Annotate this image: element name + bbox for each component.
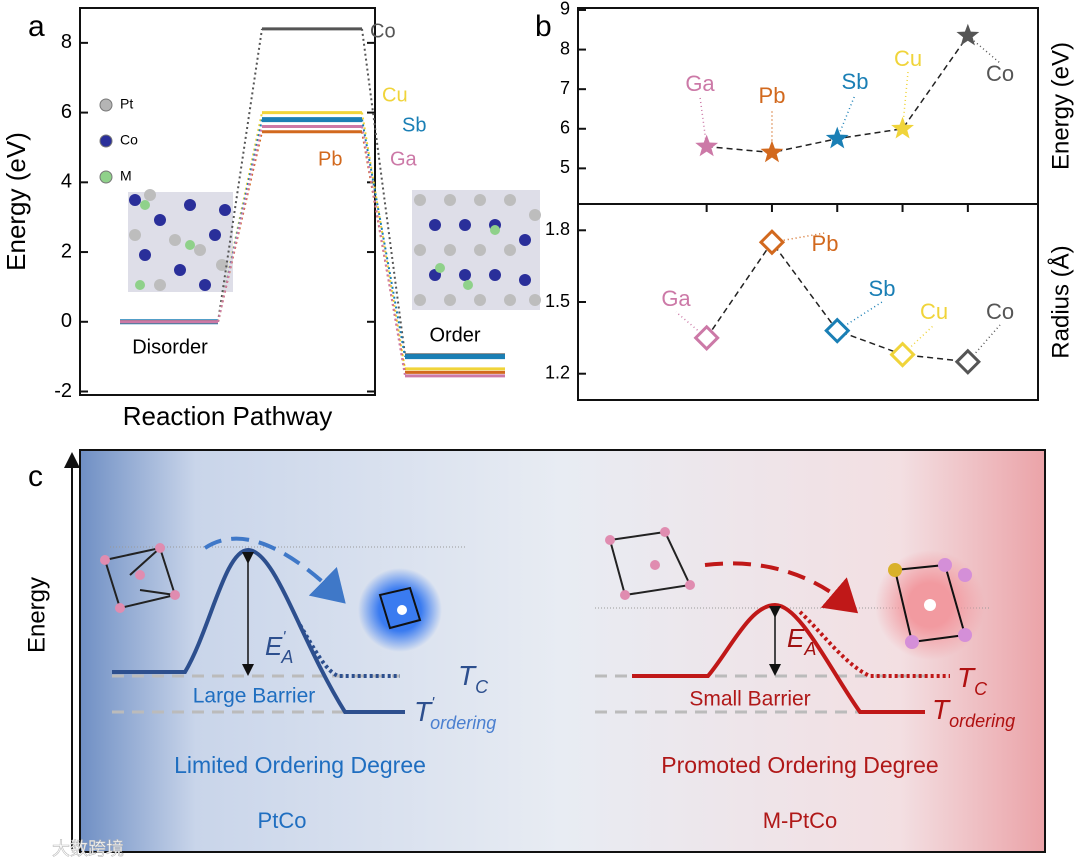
star-marker	[891, 116, 914, 139]
x-axis-title: Reaction Pathway	[123, 401, 333, 431]
legend-label: M	[120, 168, 132, 184]
panel-label: a	[28, 10, 45, 43]
star-marker	[956, 23, 980, 46]
series-label: Pb	[318, 148, 342, 170]
temperature-label: Tordering	[932, 694, 1015, 730]
material-label: PtCo	[258, 808, 307, 833]
pathway-connector	[217, 28, 263, 322]
legend-marker	[99, 170, 113, 184]
stage-label: Order	[429, 324, 480, 346]
panel-label: b	[535, 10, 552, 43]
legend-marker	[99, 134, 113, 148]
series-label: Cu	[382, 84, 408, 106]
y-axis-title: Radius (Å)	[1046, 245, 1074, 358]
y-tick-label: 1.5	[545, 291, 570, 311]
diamond-marker	[758, 229, 786, 256]
point-label: Pb	[759, 83, 786, 108]
left-scheme	[100, 536, 465, 714]
y-tick-label: -2	[54, 380, 72, 402]
pathway-connector	[361, 126, 406, 376]
material-label: M-PtCo	[763, 808, 838, 833]
series-label: Sb	[402, 114, 426, 136]
barrier-text: Small Barrier	[689, 688, 810, 711]
y-tick-label: 7	[560, 78, 570, 98]
series-label: Ga	[390, 148, 418, 170]
point-label: Co	[986, 299, 1014, 324]
point-label: Cu	[920, 299, 948, 324]
y-tick-label: 9	[560, 0, 570, 19]
pathway-connector	[217, 126, 263, 323]
point-label: Pb	[812, 231, 839, 256]
legend-marker	[99, 98, 113, 112]
temperature-label: TC	[458, 660, 489, 696]
pathway-connector	[361, 119, 406, 357]
legend-label: Pt	[120, 96, 133, 112]
diamond-marker	[824, 317, 851, 344]
temperature-label: TC	[957, 662, 988, 698]
pathway-connector	[361, 28, 406, 356]
series-label: Co	[370, 20, 396, 42]
panel-c-frame	[79, 449, 1046, 853]
legend-label: Co	[120, 132, 138, 148]
y-axis-title: Energy (eV)	[1047, 42, 1074, 170]
watermark: 大数跨境	[52, 839, 124, 859]
right-scheme	[595, 527, 990, 714]
label-leader	[675, 311, 708, 339]
point-label: Co	[986, 61, 1014, 86]
axis-title: Energy	[23, 577, 50, 653]
diamond-marker	[954, 348, 981, 375]
label-leader	[901, 71, 909, 129]
crystal-order	[412, 190, 541, 310]
barrier-symbol: EA	[787, 623, 816, 659]
star-marker	[695, 134, 719, 157]
y-tick-label: 5	[560, 157, 570, 177]
pathway-connector	[361, 112, 406, 370]
star-marker	[760, 140, 784, 163]
diamond-marker	[693, 324, 720, 351]
barrier-symbol: E' A	[265, 629, 293, 667]
star-marker	[825, 126, 849, 149]
y-tick-label: 1.2	[545, 362, 570, 382]
y-tick-label: 6	[560, 118, 570, 138]
barrier-text: Large Barrier	[193, 685, 316, 708]
y-tick-label: 8	[61, 31, 72, 53]
outcome-text: Limited Ordering Degree	[174, 752, 426, 778]
y-axis-title: Energy (eV)	[1, 132, 31, 271]
point-label: Sb	[842, 69, 869, 94]
point-label: Cu	[894, 46, 922, 71]
label-leader	[836, 94, 856, 139]
point-label: Ga	[685, 71, 715, 96]
crystal-disorder	[128, 189, 233, 292]
y-tick-label: 0	[61, 310, 72, 332]
outcome-text: Promoted Ordering Degree	[661, 752, 938, 778]
y-tick-label: 6	[61, 101, 72, 123]
point-label: Sb	[869, 276, 896, 301]
point-label: Ga	[661, 286, 691, 311]
y-tick-label: 1.8	[545, 219, 570, 239]
y-tick-label: 4	[61, 171, 72, 193]
stage-label: Disorder	[132, 336, 208, 358]
temperature-label: T' ordering	[414, 695, 496, 733]
diamond-marker	[889, 341, 916, 368]
y-tick-label: 2	[61, 240, 72, 262]
panel-label: c	[28, 460, 43, 493]
y-tick-label: 8	[560, 38, 570, 58]
